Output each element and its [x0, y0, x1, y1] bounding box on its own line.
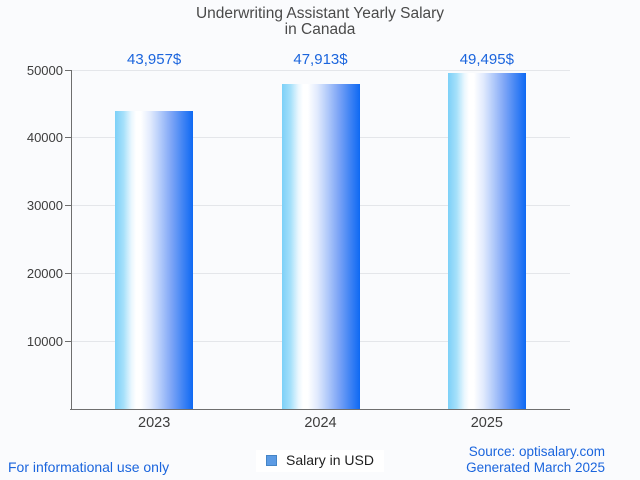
- bar-2025: [447, 73, 526, 409]
- y-axis-label-10000: 10000: [26, 333, 63, 349]
- source-text: Source: optisalary.com: [468, 444, 605, 459]
- x-axis-label-2023: 2023: [138, 415, 171, 431]
- bar-2023: [115, 110, 194, 409]
- y-axis-tick-10000: [65, 340, 71, 342]
- y-axis-label-50000: 50000: [26, 62, 63, 78]
- x-axis-label-2025: 2025: [470, 415, 503, 431]
- value-label-2025: 49,495$: [459, 51, 514, 68]
- generated-text: Generated March 2025: [466, 459, 605, 475]
- legend-entry: Salary in USD: [256, 450, 384, 472]
- chart-title-line2: in Canada: [284, 21, 356, 38]
- disclaimer-text: For informational use only: [8, 459, 170, 475]
- y-axis-tick-30000: [65, 205, 71, 207]
- y-axis-tick-20000: [65, 272, 71, 274]
- y-axis-line: [70, 70, 72, 409]
- legend-label: Salary in USD: [286, 452, 374, 468]
- x-axis-line: [70, 408, 570, 410]
- y-axis-tick-40000: [65, 137, 71, 139]
- bar-2024: [281, 84, 360, 409]
- y-axis-tick-50000: [65, 69, 71, 71]
- legend: Salary in USD: [0, 450, 640, 472]
- value-label-2023: 43,957$: [127, 51, 182, 68]
- y-axis-label-30000: 30000: [26, 198, 63, 214]
- y-axis-label-20000: 20000: [26, 265, 63, 281]
- x-axis-label-2024: 2024: [304, 415, 337, 431]
- chart-title: Underwriting Assistant Yearly Salary in …: [0, 6, 640, 38]
- gridline-50000: [71, 69, 570, 71]
- legend-swatch-icon: [266, 455, 278, 466]
- y-axis-label-40000: 40000: [26, 130, 63, 146]
- chart-title-line1: Underwriting Assistant Yearly Salary: [195, 5, 445, 22]
- source-block: Source: optisalary.com Generated March 2…: [466, 444, 605, 475]
- value-label-2024: 47,913$: [293, 51, 348, 68]
